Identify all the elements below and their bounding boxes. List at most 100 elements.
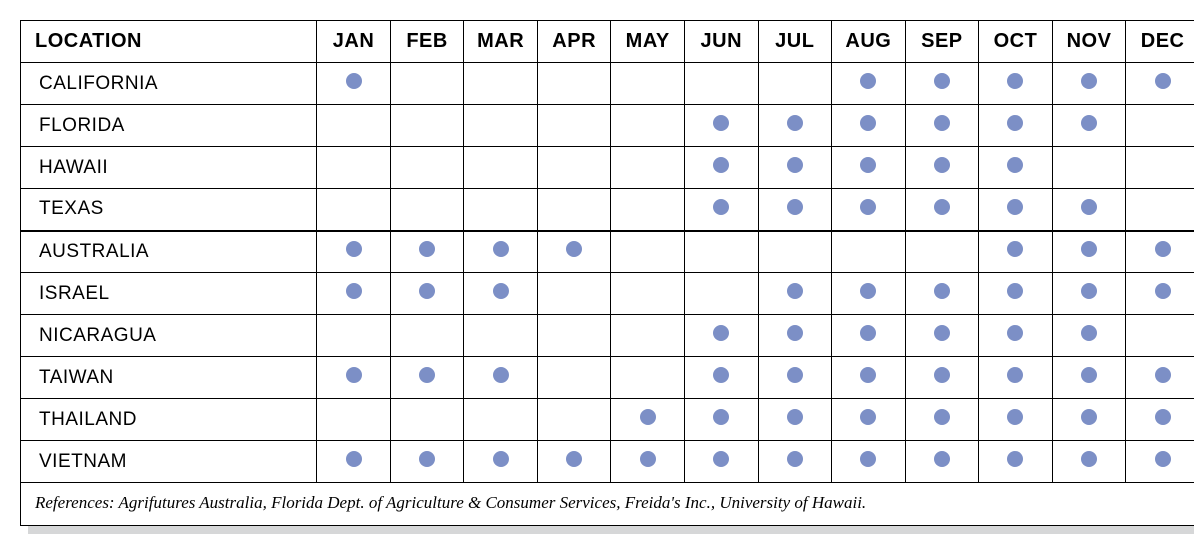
month-cell [1052, 357, 1126, 399]
month-cell [317, 189, 391, 231]
month-cell [390, 105, 464, 147]
month-cell [905, 399, 979, 441]
availability-dot-icon [419, 367, 435, 383]
availability-dot-icon [419, 241, 435, 257]
month-cell [537, 189, 611, 231]
header-month-sep: SEP [905, 21, 979, 63]
availability-dot-icon [640, 451, 656, 467]
month-cell [758, 105, 832, 147]
availability-dot-icon [713, 115, 729, 131]
header-month-aug: AUG [832, 21, 906, 63]
availability-dot-icon [934, 199, 950, 215]
availability-dot-icon [860, 199, 876, 215]
month-cell [537, 63, 611, 105]
month-cell [464, 189, 538, 231]
month-cell [537, 231, 611, 273]
month-cell [317, 441, 391, 483]
location-cell: TAIWAN [21, 357, 317, 399]
month-cell [611, 231, 685, 273]
availability-dot-icon [1155, 241, 1171, 257]
month-cell [390, 357, 464, 399]
availability-dot-icon [640, 409, 656, 425]
location-cell: FLORIDA [21, 105, 317, 147]
availability-dot-icon [713, 451, 729, 467]
month-cell [1052, 105, 1126, 147]
header-month-jun: JUN [684, 21, 758, 63]
availability-dot-icon [346, 451, 362, 467]
month-cell [758, 315, 832, 357]
month-cell [537, 315, 611, 357]
availability-dot-icon [713, 409, 729, 425]
month-cell [611, 105, 685, 147]
availability-dot-icon [934, 409, 950, 425]
header-month-mar: MAR [464, 21, 538, 63]
table-row: VIETNAM [21, 441, 1194, 483]
availability-dot-icon [493, 283, 509, 299]
table-row: NICARAGUA [21, 315, 1194, 357]
availability-dot-icon [787, 367, 803, 383]
month-cell [758, 399, 832, 441]
month-cell [684, 105, 758, 147]
month-cell [832, 231, 906, 273]
month-cell [684, 147, 758, 189]
table-row: TEXAS [21, 189, 1194, 231]
month-cell [979, 105, 1053, 147]
month-cell [832, 399, 906, 441]
month-cell [390, 189, 464, 231]
month-cell [905, 231, 979, 273]
header-month-feb: FEB [390, 21, 464, 63]
month-cell [905, 105, 979, 147]
month-cell [1126, 441, 1194, 483]
month-cell [390, 231, 464, 273]
header-row: LOCATION JAN FEB MAR APR MAY JUN JUL AUG… [21, 21, 1194, 63]
availability-dot-icon [787, 115, 803, 131]
month-cell [684, 315, 758, 357]
table-row: HAWAII [21, 147, 1194, 189]
month-cell [832, 315, 906, 357]
month-cell [1126, 315, 1194, 357]
month-cell [1126, 231, 1194, 273]
header-month-jan: JAN [317, 21, 391, 63]
month-cell [979, 231, 1053, 273]
availability-dot-icon [346, 283, 362, 299]
month-cell [758, 441, 832, 483]
availability-dot-icon [566, 241, 582, 257]
month-cell [905, 273, 979, 315]
month-cell [979, 399, 1053, 441]
availability-dot-icon [1007, 157, 1023, 173]
availability-dot-icon [934, 283, 950, 299]
month-cell [979, 357, 1053, 399]
month-cell [317, 63, 391, 105]
availability-dot-icon [860, 115, 876, 131]
availability-dot-icon [493, 367, 509, 383]
month-cell [905, 189, 979, 231]
month-cell [317, 273, 391, 315]
month-cell [537, 441, 611, 483]
month-cell [758, 231, 832, 273]
month-cell [1052, 441, 1126, 483]
month-cell [1052, 315, 1126, 357]
month-cell [317, 315, 391, 357]
availability-dot-icon [787, 157, 803, 173]
month-cell [684, 189, 758, 231]
availability-dot-icon [787, 325, 803, 341]
availability-dot-icon [713, 367, 729, 383]
month-cell [317, 231, 391, 273]
location-cell: TEXAS [21, 189, 317, 231]
month-cell [611, 189, 685, 231]
availability-dot-icon [419, 451, 435, 467]
availability-dot-icon [1155, 73, 1171, 89]
month-cell [979, 189, 1053, 231]
header-location: LOCATION [21, 21, 317, 63]
location-cell: CALIFORNIA [21, 63, 317, 105]
availability-table: LOCATION JAN FEB MAR APR MAY JUN JUL AUG… [20, 20, 1194, 526]
month-cell [611, 147, 685, 189]
footer-text: References: Agrifutures Australia, Flori… [21, 483, 1194, 526]
month-cell [1126, 273, 1194, 315]
availability-dot-icon [493, 241, 509, 257]
availability-dot-icon [1007, 73, 1023, 89]
availability-dot-icon [1155, 451, 1171, 467]
month-cell [758, 189, 832, 231]
availability-dot-icon [1007, 115, 1023, 131]
month-cell [1126, 357, 1194, 399]
